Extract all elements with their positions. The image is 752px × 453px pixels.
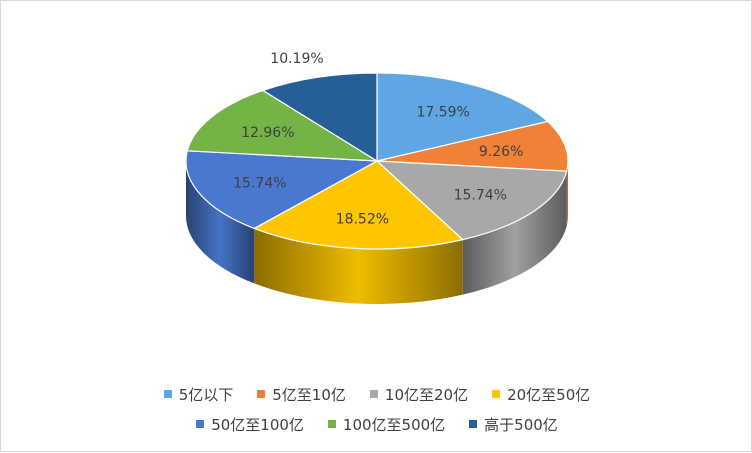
legend-item-0: 5亿以下 [163, 384, 234, 405]
legend-swatch-0 [163, 390, 172, 398]
legend-row-0: 5亿以下 5亿至10亿 10亿至20亿 20亿至50亿 [152, 379, 603, 409]
legend-swatch-6 [469, 420, 478, 428]
legend-swatch-2 [369, 390, 378, 398]
pie-slice-0 [376, 72, 549, 162]
legend-label-0: 5亿以下 [178, 385, 234, 404]
pie-slice-3 [252, 160, 464, 250]
pie-slice-2 [375, 160, 568, 241]
data-label-3: 18.52% [336, 212, 389, 228]
pie-slice-6 [261, 72, 378, 163]
data-label-2: 15.74% [454, 187, 507, 203]
legend-swatch-4 [196, 420, 205, 428]
pie-side-4 [186, 161, 255, 284]
legend-item-2: 10亿至20亿 [369, 384, 469, 405]
legend-item-1: 5亿至10亿 [257, 384, 346, 405]
data-label-5: 12.96% [241, 125, 294, 141]
pie-side-1 [566, 161, 568, 227]
data-label-1: 9.26% [479, 144, 523, 160]
legend-label-1: 5亿至10亿 [272, 385, 346, 404]
data-label-4: 15.74% [233, 175, 286, 191]
legend-label-6: 高于500亿 [484, 415, 558, 434]
legend-swatch-3 [492, 390, 501, 398]
legend-swatch-5 [327, 420, 336, 428]
pie-side-3 [254, 228, 463, 305]
legend-label-2: 10亿至20亿 [384, 385, 469, 404]
legend-item-3: 20亿至50亿 [492, 384, 590, 405]
legend-item-4: 50亿至100亿 [196, 414, 304, 435]
legend-row-1: 50亿至100亿 100亿至500亿 高于500亿 [184, 409, 570, 439]
legend-item-6: 高于500亿 [469, 414, 558, 435]
pie-side-2 [462, 171, 567, 295]
legend-item-5: 100亿至500亿 [327, 414, 446, 435]
legend-swatch-1 [257, 390, 266, 398]
legend-label-4: 50亿至100亿 [211, 415, 304, 434]
legend-label-3: 20亿至50亿 [507, 385, 591, 404]
legend: 5亿以下 5亿至10亿 10亿至20亿 20亿至50亿 50亿至100亿 100亿至500… [1, 379, 752, 439]
pie-slice-5 [186, 89, 378, 162]
legend-label-5: 100亿至500亿 [342, 415, 446, 434]
data-label-0: 17.59% [416, 105, 469, 121]
pie-slice-4 [185, 150, 380, 230]
data-label-6: 10.19% [270, 51, 323, 67]
pie-slice-1 [376, 120, 569, 172]
